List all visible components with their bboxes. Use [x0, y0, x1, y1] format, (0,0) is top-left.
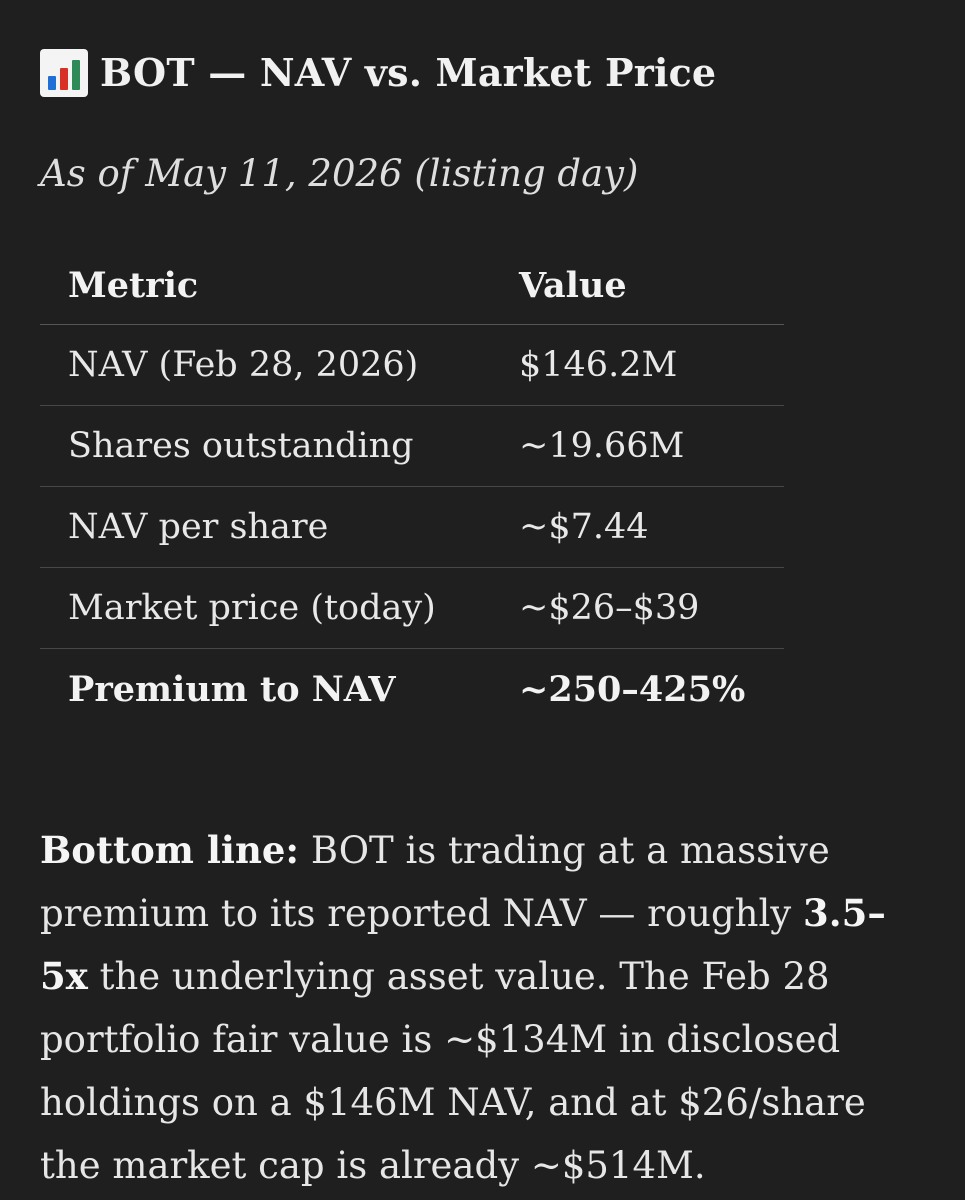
bar-chart-icon	[40, 49, 88, 97]
value-cell: $146.2M	[491, 324, 784, 406]
value-cell: ~$26–$39	[491, 567, 784, 649]
table-row: NAV (Feb 28, 2026) $146.2M	[40, 324, 784, 406]
table-header-row: Metric Value	[40, 246, 784, 325]
value-cell: ~250–425%	[519, 668, 746, 710]
value-cell: ~$7.44	[491, 486, 784, 568]
table-row-premium: Premium to NAV ~250–425%	[40, 649, 784, 730]
date-subtitle: As of May 11, 2026 (listing day)	[40, 152, 639, 195]
column-header-metric: Metric	[40, 246, 491, 325]
bar-chart-icon-bar-red	[60, 68, 68, 90]
page-title: BOT — NAV vs. Market Price	[100, 50, 717, 96]
summary-highlight: 3.5–5x	[40, 891, 886, 998]
metric-cell: NAV per share	[40, 486, 491, 568]
summary-label: Bottom line:	[40, 828, 300, 872]
table-row: Shares outstanding ~19.66M	[40, 405, 784, 487]
bar-chart-icon-bar-blue	[48, 76, 56, 90]
bar-chart-icon-bar-green	[72, 60, 80, 90]
title-row: BOT — NAV vs. Market Price	[40, 46, 716, 100]
table-row: Market price (today) ~$26–$39	[40, 567, 784, 649]
table-row: NAV per share ~$7.44	[40, 486, 784, 568]
metric-cell: Shares outstanding	[40, 405, 491, 487]
summary-text-part-2: the underlying asset value. The Feb 28 p…	[40, 955, 866, 1187]
metric-cell: Market price (today)	[40, 567, 491, 649]
metrics-table: Metric Value NAV (Feb 28, 2026) $146.2M …	[40, 246, 784, 729]
summary-paragraph: Bottom line: BOT is trading at a massive…	[40, 819, 930, 1197]
metric-cell: NAV (Feb 28, 2026)	[40, 324, 491, 406]
metric-cell: Premium to NAV	[68, 668, 396, 710]
value-cell: ~19.66M	[491, 405, 784, 487]
column-header-value: Value	[491, 246, 784, 325]
summary-text-part-1: BOT is trading at a massive premium to i…	[40, 829, 830, 935]
data-table: Metric Value NAV (Feb 28, 2026) $146.2M …	[40, 246, 784, 729]
